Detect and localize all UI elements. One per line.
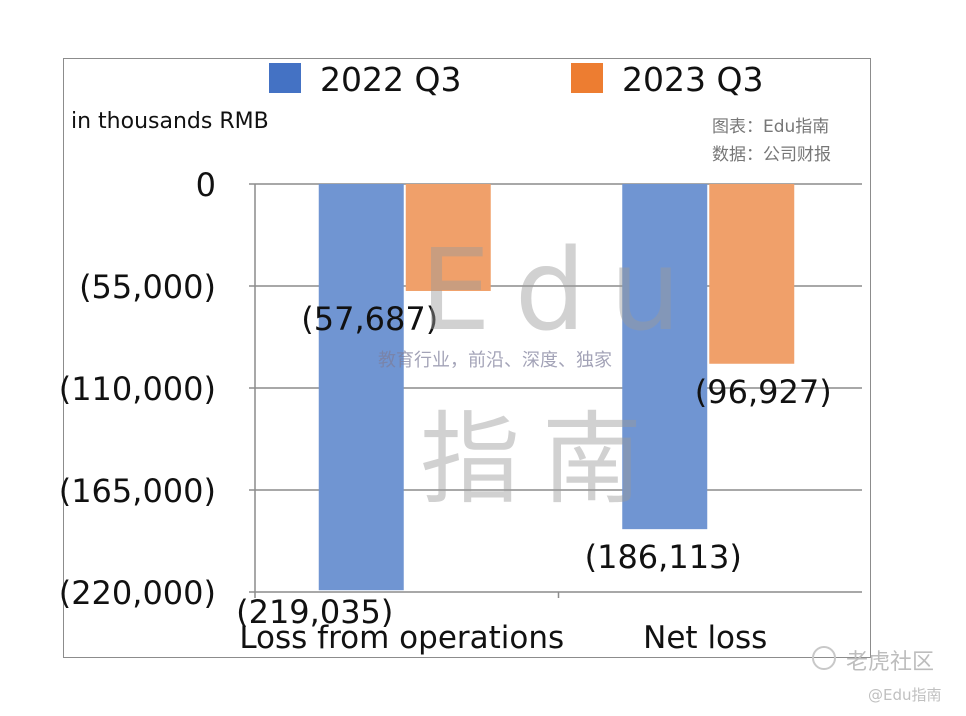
legend-label-2023: 2023 Q3 <box>622 60 764 99</box>
y-tick-label: (110,000) <box>59 370 216 408</box>
watermark-edu: Edu <box>420 226 705 356</box>
bar-2022 <box>318 184 404 591</box>
chart-credit: 图表：Edu指南 <box>712 117 830 137</box>
data-label: (57,687) <box>301 300 438 338</box>
data-label: (186,113) <box>585 538 742 576</box>
bar-2023 <box>405 184 491 291</box>
legend-swatch-2023 <box>571 63 603 93</box>
tiger-logo-icon <box>812 646 836 670</box>
y-tick-label: (165,000) <box>59 472 216 510</box>
y-tick-label: (55,000) <box>79 268 216 306</box>
data-label: (219,035) <box>236 593 393 631</box>
author-handle: @Edu指南 <box>868 686 942 704</box>
data-source-credit: 数据：公司财报 <box>712 145 831 165</box>
legend-label-2022: 2022 Q3 <box>320 60 462 99</box>
y-tick-label: 0 <box>196 166 216 204</box>
bar-2023 <box>709 184 795 364</box>
watermark-tagline: 教育行业，前沿、深度、独家 <box>378 350 612 371</box>
x-category-label: Net loss <box>643 620 767 656</box>
bar-2022 <box>622 184 708 530</box>
x-category-label: Loss from operations <box>239 620 564 656</box>
legend-swatch-2022 <box>269 63 301 93</box>
watermark-zhinan: 指南 <box>420 401 664 518</box>
y-tick-label: (220,000) <box>59 574 216 612</box>
chart-frame <box>63 58 871 658</box>
unit-label: in thousands RMB <box>71 109 269 134</box>
platform-watermark: 老虎社区 <box>846 650 935 675</box>
data-label: (96,927) <box>695 373 832 411</box>
